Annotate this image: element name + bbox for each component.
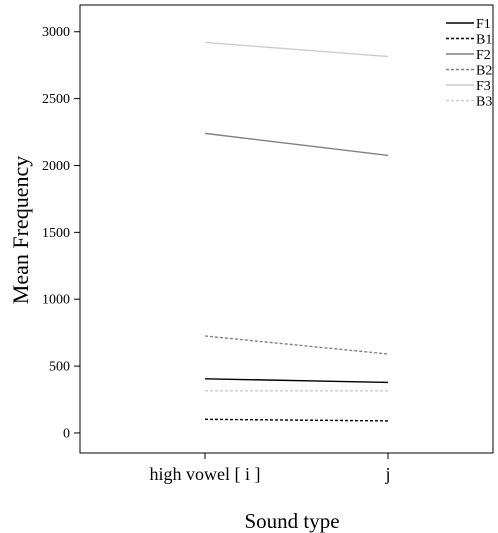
x-axis-label: Sound type — [244, 509, 339, 533]
legend-label-f2: F2 — [476, 48, 491, 63]
series-line-f3 — [204, 41, 389, 58]
x-tick-label: j — [384, 464, 390, 484]
series-line-b1 — [204, 418, 389, 422]
y-tick-label: 500 — [49, 360, 70, 375]
y-axis-label: Mean Frequency — [8, 156, 33, 304]
y-tick-label: 2000 — [42, 159, 70, 174]
x-axis-ticks: high vowel [ i ] j — [150, 453, 391, 484]
legend-label-f3: F3 — [476, 79, 491, 94]
y-tick-label: 1000 — [42, 293, 70, 308]
legend-label-f1: F1 — [476, 17, 491, 32]
y-tick-label: 3000 — [42, 25, 70, 40]
legend-label-b3: B3 — [476, 95, 492, 110]
legend-label-b1: B1 — [476, 33, 492, 48]
y-axis-ticks: 0 500 1000 1500 2000 2500 3000 — [42, 25, 80, 441]
series-line-f1 — [204, 378, 389, 384]
y-tick-label: 2500 — [42, 92, 70, 107]
y-tick-label: 0 — [63, 426, 70, 441]
plot-frame — [79, 4, 494, 454]
series-line-f2 — [204, 132, 389, 157]
legend-label-b2: B2 — [476, 64, 492, 79]
series-lines — [204, 41, 389, 422]
x-tick-label: high vowel [ i ] — [150, 464, 261, 484]
chart-axes — [79, 4, 494, 454]
series-line-b2 — [204, 335, 389, 355]
y-tick-label: 1500 — [42, 226, 70, 241]
